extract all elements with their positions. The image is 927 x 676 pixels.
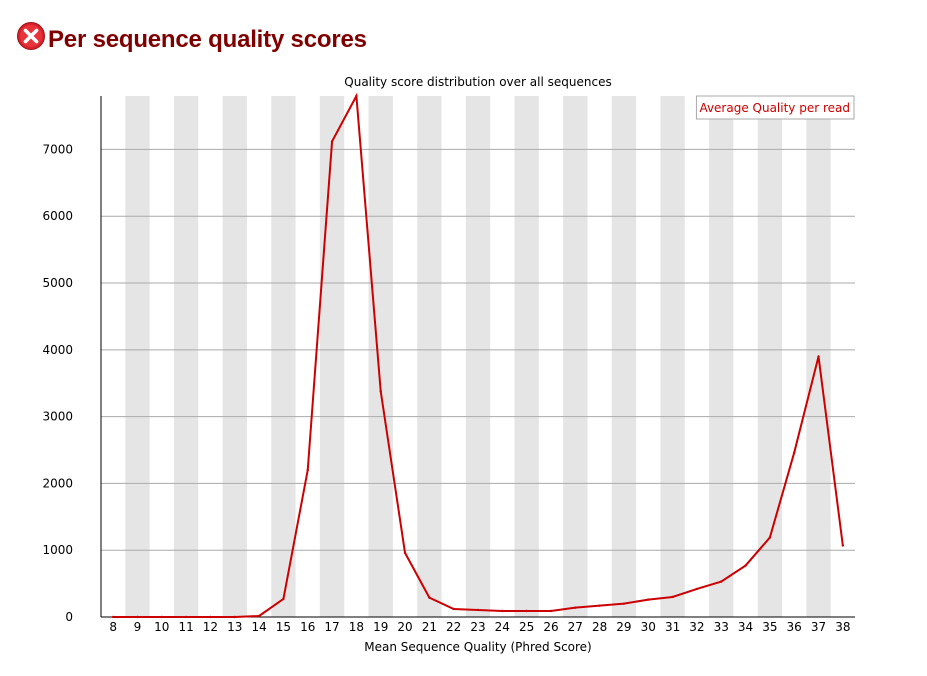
- x-tick-label: 30: [641, 620, 656, 634]
- data-point: [574, 606, 577, 609]
- x-tick-label: 27: [568, 620, 583, 634]
- x-tick-label: 13: [227, 620, 242, 634]
- legend-box: [695, 95, 855, 120]
- x-tick-label: 23: [470, 620, 485, 634]
- data-point: [330, 140, 334, 143]
- data-point: [209, 615, 212, 619]
- x-tick-label: 25: [519, 620, 534, 634]
- data-point: [841, 544, 845, 547]
- data-point: [257, 614, 261, 618]
- x-tick-label: 24: [495, 620, 510, 634]
- data-point: [695, 587, 699, 591]
- x-tick-label: 28: [592, 620, 607, 634]
- data-point: [428, 596, 431, 599]
- background-band: [709, 96, 734, 617]
- y-tick-label: 2000: [42, 476, 73, 490]
- data-point: [403, 551, 407, 555]
- data-point: [379, 390, 382, 393]
- legend-label: Average Quality per read: [699, 101, 850, 115]
- background-band: [125, 96, 150, 617]
- x-tick-label: 15: [276, 620, 291, 634]
- x-tick-label: 29: [616, 620, 631, 634]
- data-point: [671, 595, 674, 599]
- data-point: [306, 468, 309, 472]
- x-tick-label: 8: [109, 620, 117, 634]
- background-band: [514, 96, 539, 617]
- page-title: Per sequence quality scores: [48, 26, 367, 53]
- data-point: [111, 615, 115, 619]
- background-band: [563, 96, 588, 617]
- background-band: [368, 96, 393, 617]
- background-band: [465, 96, 491, 617]
- x-tick-label: 36: [787, 620, 802, 634]
- data-point: [549, 609, 553, 613]
- x-tick-label: 34: [738, 620, 753, 634]
- data-point: [136, 615, 139, 619]
- data-point: [622, 602, 626, 605]
- x-tick-label: 35: [762, 620, 777, 634]
- x-axis-label: Mean Sequence Quality (Phred Score): [364, 640, 592, 654]
- data-point: [355, 94, 358, 98]
- data-point: [476, 608, 480, 612]
- x-tick-label: 22: [446, 620, 461, 634]
- background-band: [757, 96, 783, 617]
- x-tick-label: 17: [324, 620, 339, 634]
- data-point: [598, 604, 601, 607]
- data-point: [184, 615, 188, 619]
- data-point: [501, 609, 504, 613]
- data-point: [768, 536, 772, 539]
- x-tick-label: 32: [689, 620, 704, 634]
- x-tick-label: 21: [422, 620, 437, 634]
- data-point: [452, 607, 455, 611]
- background-band: [660, 96, 685, 617]
- x-tick-label: 12: [203, 620, 218, 634]
- error-x-icon: [17, 22, 45, 50]
- data-point: [282, 597, 285, 601]
- data-point: [744, 564, 747, 567]
- data-point: [160, 615, 164, 619]
- data-point: [233, 615, 236, 619]
- data-point: [525, 609, 528, 613]
- x-tick-label: 33: [714, 620, 729, 634]
- data-point: [720, 580, 723, 583]
- background-band: [173, 96, 199, 617]
- page-header: Per sequence quality scores: [16, 20, 367, 60]
- background-band: [417, 96, 442, 617]
- background-band: [271, 96, 296, 617]
- y-tick-label: 4000: [42, 343, 73, 357]
- y-tick-label: 7000: [42, 142, 73, 156]
- x-tick-label: 11: [178, 620, 193, 634]
- background-band: [222, 96, 247, 617]
- x-tick-label: 38: [835, 620, 850, 634]
- x-tick-label: 19: [373, 620, 388, 634]
- chart-title: Quality score distribution over all sequ…: [344, 75, 611, 89]
- background-band: [319, 96, 345, 617]
- data-point: [647, 598, 650, 601]
- x-tick-label: 26: [543, 620, 558, 634]
- background-band: [611, 96, 637, 617]
- x-tick-label: 20: [397, 620, 412, 634]
- y-tick-label: 3000: [42, 410, 73, 424]
- y-tick-label: 6000: [42, 209, 73, 223]
- data-point: [792, 451, 796, 454]
- y-tick-label: 1000: [42, 543, 73, 557]
- x-tick-label: 10: [154, 620, 169, 634]
- x-tick-label: 9: [134, 620, 142, 634]
- y-tick-label: 5000: [42, 276, 73, 290]
- y-tick-label: 0: [65, 610, 73, 624]
- data-point: [817, 355, 820, 358]
- x-tick-label: 37: [811, 620, 826, 634]
- x-tick-label: 18: [349, 620, 364, 634]
- x-tick-label: 16: [300, 620, 315, 634]
- x-tick-label: 14: [251, 620, 266, 634]
- x-tick-label: 31: [665, 620, 680, 634]
